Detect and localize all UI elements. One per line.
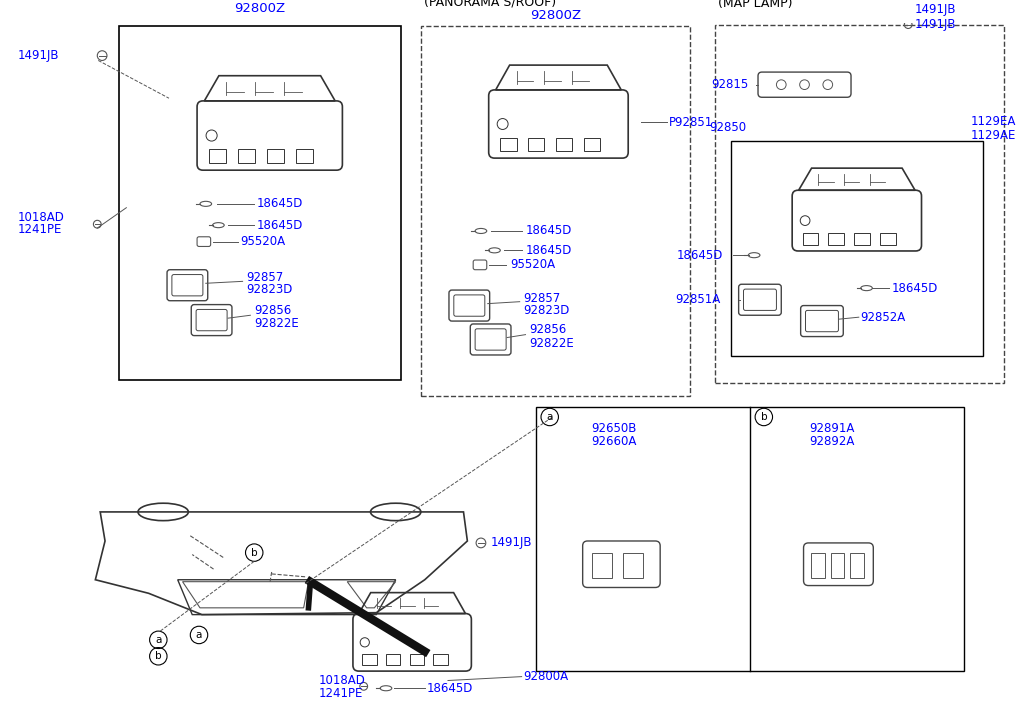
Text: 92850: 92850 [709, 121, 746, 134]
Text: b: b [155, 651, 162, 662]
Bar [880, 233, 896, 245]
Bar [731, 141, 982, 356]
Text: 92650B: 92650B [591, 422, 637, 435]
Text: a: a [547, 412, 553, 422]
Text: 1491JB: 1491JB [490, 537, 533, 550]
Text: 92823D: 92823D [247, 283, 293, 296]
Bar [623, 553, 643, 578]
Bar [499, 137, 517, 151]
Text: 1491JB: 1491JB [18, 49, 60, 62]
Bar [527, 137, 545, 151]
Text: 1491JB: 1491JB [915, 18, 957, 31]
Bar [715, 25, 1004, 383]
Text: 92857: 92857 [523, 292, 560, 305]
Bar [237, 149, 255, 164]
Text: b: b [761, 412, 767, 422]
Text: P92851: P92851 [669, 116, 713, 129]
Bar [829, 233, 844, 245]
Bar [831, 553, 844, 578]
Bar [811, 553, 825, 578]
Bar [854, 233, 870, 245]
Text: b: b [251, 547, 258, 558]
Text: 92852A: 92852A [861, 310, 906, 324]
Bar [803, 233, 818, 245]
Text: 92800Z: 92800Z [530, 9, 581, 23]
Bar [267, 149, 284, 164]
Text: 92815: 92815 [711, 79, 748, 91]
Bar [555, 137, 573, 151]
Text: 92822E: 92822E [254, 318, 299, 331]
Text: 18645D: 18645D [525, 225, 572, 238]
Bar [208, 149, 226, 164]
Text: 18645D: 18645D [525, 244, 572, 257]
Text: a: a [196, 630, 202, 640]
Bar [296, 149, 314, 164]
Text: 18645D: 18645D [257, 197, 303, 210]
Text: 92822E: 92822E [529, 337, 574, 350]
Text: 92857: 92857 [247, 271, 284, 284]
Text: 1241PE: 1241PE [18, 223, 62, 236]
Text: 92851A: 92851A [675, 293, 720, 306]
Text: 1241PE: 1241PE [318, 686, 362, 699]
Text: 1129EA: 1129EA [971, 115, 1017, 128]
Text: 92823D: 92823D [523, 304, 570, 317]
Bar [433, 654, 448, 665]
Text: 1018AD: 1018AD [318, 674, 365, 687]
Text: a: a [155, 635, 162, 645]
Text: 1129AE: 1129AE [971, 129, 1017, 142]
Text: 95520A: 95520A [510, 258, 555, 271]
Bar [410, 654, 424, 665]
Text: 18645D: 18645D [257, 219, 303, 232]
Bar [119, 25, 401, 380]
Text: 92892A: 92892A [809, 435, 854, 448]
Text: 1491JB: 1491JB [915, 3, 957, 15]
Text: 92800Z: 92800Z [234, 1, 286, 15]
Text: (MAP LAMP): (MAP LAMP) [718, 0, 793, 9]
Bar [537, 407, 964, 671]
Text: 92800A: 92800A [523, 670, 569, 683]
Text: 18645D: 18645D [892, 281, 938, 294]
Bar [421, 25, 690, 395]
Text: 18645D: 18645D [426, 682, 473, 695]
Text: 1018AD: 1018AD [18, 211, 65, 224]
Text: 92891A: 92891A [809, 422, 854, 435]
Text: (PANORAMA S/ROOF): (PANORAMA S/ROOF) [424, 0, 556, 9]
Bar [386, 654, 400, 665]
Text: 92856: 92856 [254, 304, 291, 317]
Bar [850, 553, 864, 578]
Text: 95520A: 95520A [240, 235, 286, 248]
Text: 92856: 92856 [529, 324, 567, 337]
Text: 92660A: 92660A [591, 435, 637, 448]
Bar [583, 137, 601, 151]
Text: 18645D: 18645D [677, 249, 723, 262]
Bar [362, 654, 377, 665]
Bar [592, 553, 612, 578]
